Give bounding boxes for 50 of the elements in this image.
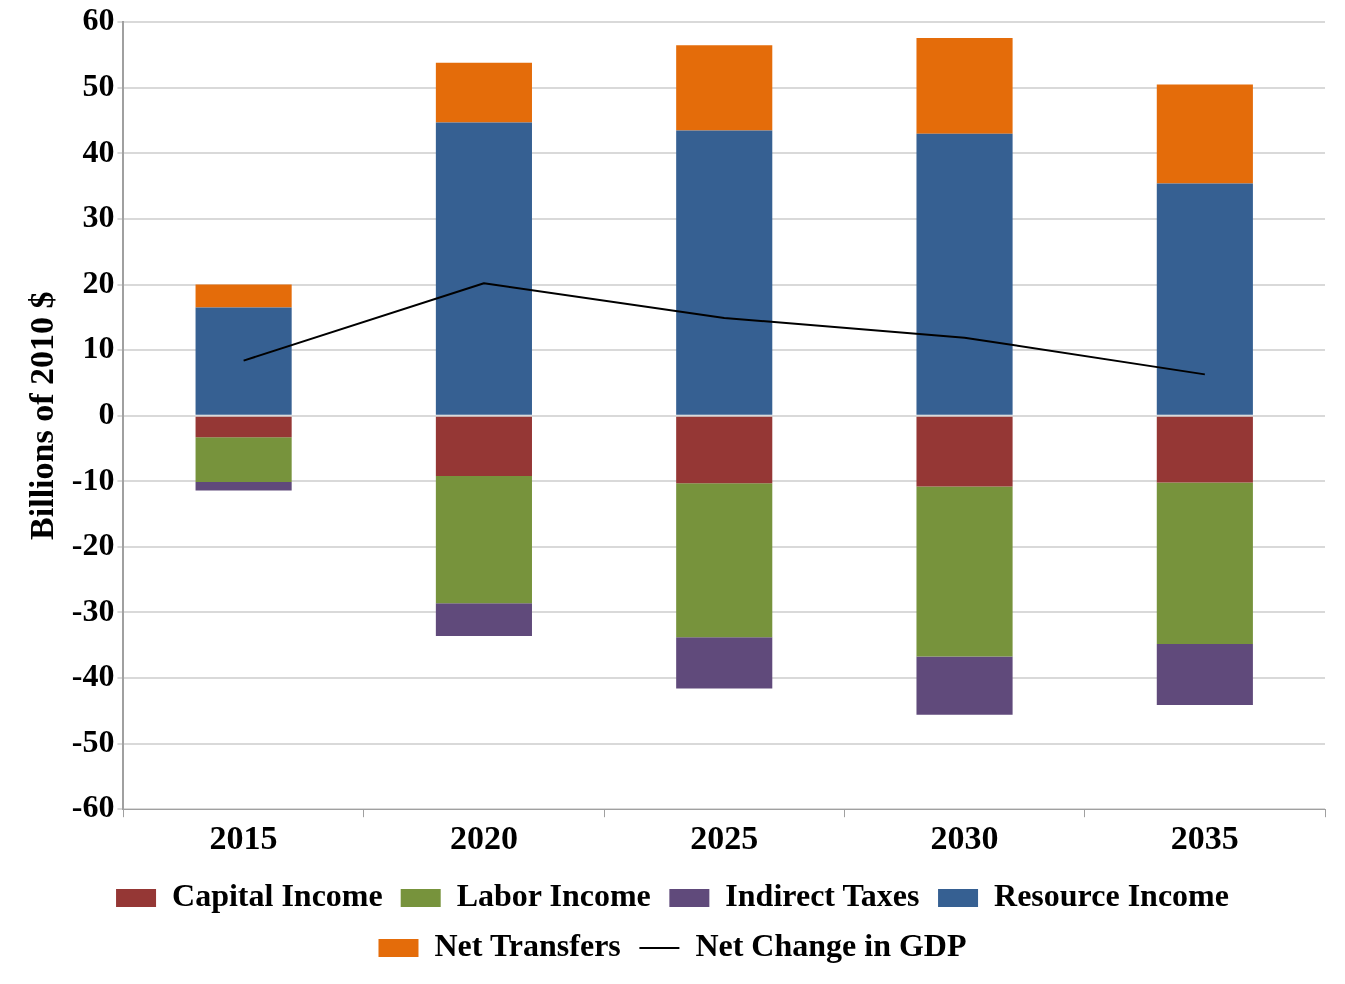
- y-tick-label: 20: [82, 263, 115, 300]
- y-tick-label: -10: [71, 460, 115, 497]
- bar: [916, 656, 1013, 715]
- bar: [1156, 482, 1253, 644]
- bar: [195, 284, 292, 308]
- bar: [195, 307, 292, 415]
- y-tick-label: 10: [82, 329, 115, 366]
- y-tick-label: -20: [71, 526, 115, 563]
- y-tick-label: -50: [71, 722, 115, 759]
- bar: [1156, 643, 1253, 705]
- legend-label: Indirect Taxes: [725, 877, 920, 914]
- x-tick-label: 2015: [209, 819, 278, 857]
- bar: [195, 437, 292, 482]
- bar: [435, 603, 532, 637]
- bar: [916, 133, 1013, 415]
- legend-label: Net Change in GDP: [695, 927, 967, 964]
- y-tick-label: 0: [98, 394, 115, 431]
- bar: [1156, 84, 1253, 184]
- y-tick-label: 50: [82, 67, 115, 104]
- x-tick-label: 2030: [930, 819, 999, 857]
- y-tick-label: 60: [82, 1, 115, 38]
- bar: [916, 416, 1013, 487]
- legend-label: Net Transfers: [434, 927, 621, 964]
- x-tick-label: 2025: [690, 819, 759, 857]
- bar: [916, 37, 1013, 134]
- bar: [676, 483, 773, 638]
- bar: [676, 45, 773, 131]
- legend-label: Capital Income: [172, 877, 383, 914]
- bar: [435, 416, 532, 477]
- legend-label: Resource Income: [994, 877, 1229, 914]
- y-tick-label: -30: [71, 591, 115, 628]
- bar: [435, 122, 532, 415]
- bar: [195, 481, 292, 491]
- y-tick-label: 30: [82, 198, 115, 235]
- x-tick-label: 2020: [449, 819, 518, 857]
- y-tick-label: 40: [82, 132, 115, 169]
- bar: [1156, 183, 1253, 415]
- bar: [916, 486, 1013, 657]
- y-axis-title: Billions of 2010 $: [23, 291, 61, 540]
- x-tick-label: 2035: [1170, 819, 1239, 857]
- bar: [435, 62, 532, 123]
- y-tick-label: -60: [71, 788, 115, 825]
- bar: [676, 637, 773, 689]
- bar: [676, 416, 773, 484]
- bar: [1156, 416, 1253, 483]
- bar: [195, 416, 292, 438]
- bar: [676, 130, 773, 415]
- y-tick-label: -40: [71, 657, 115, 694]
- legend-label: Labor Income: [456, 877, 651, 914]
- bar: [435, 476, 532, 604]
